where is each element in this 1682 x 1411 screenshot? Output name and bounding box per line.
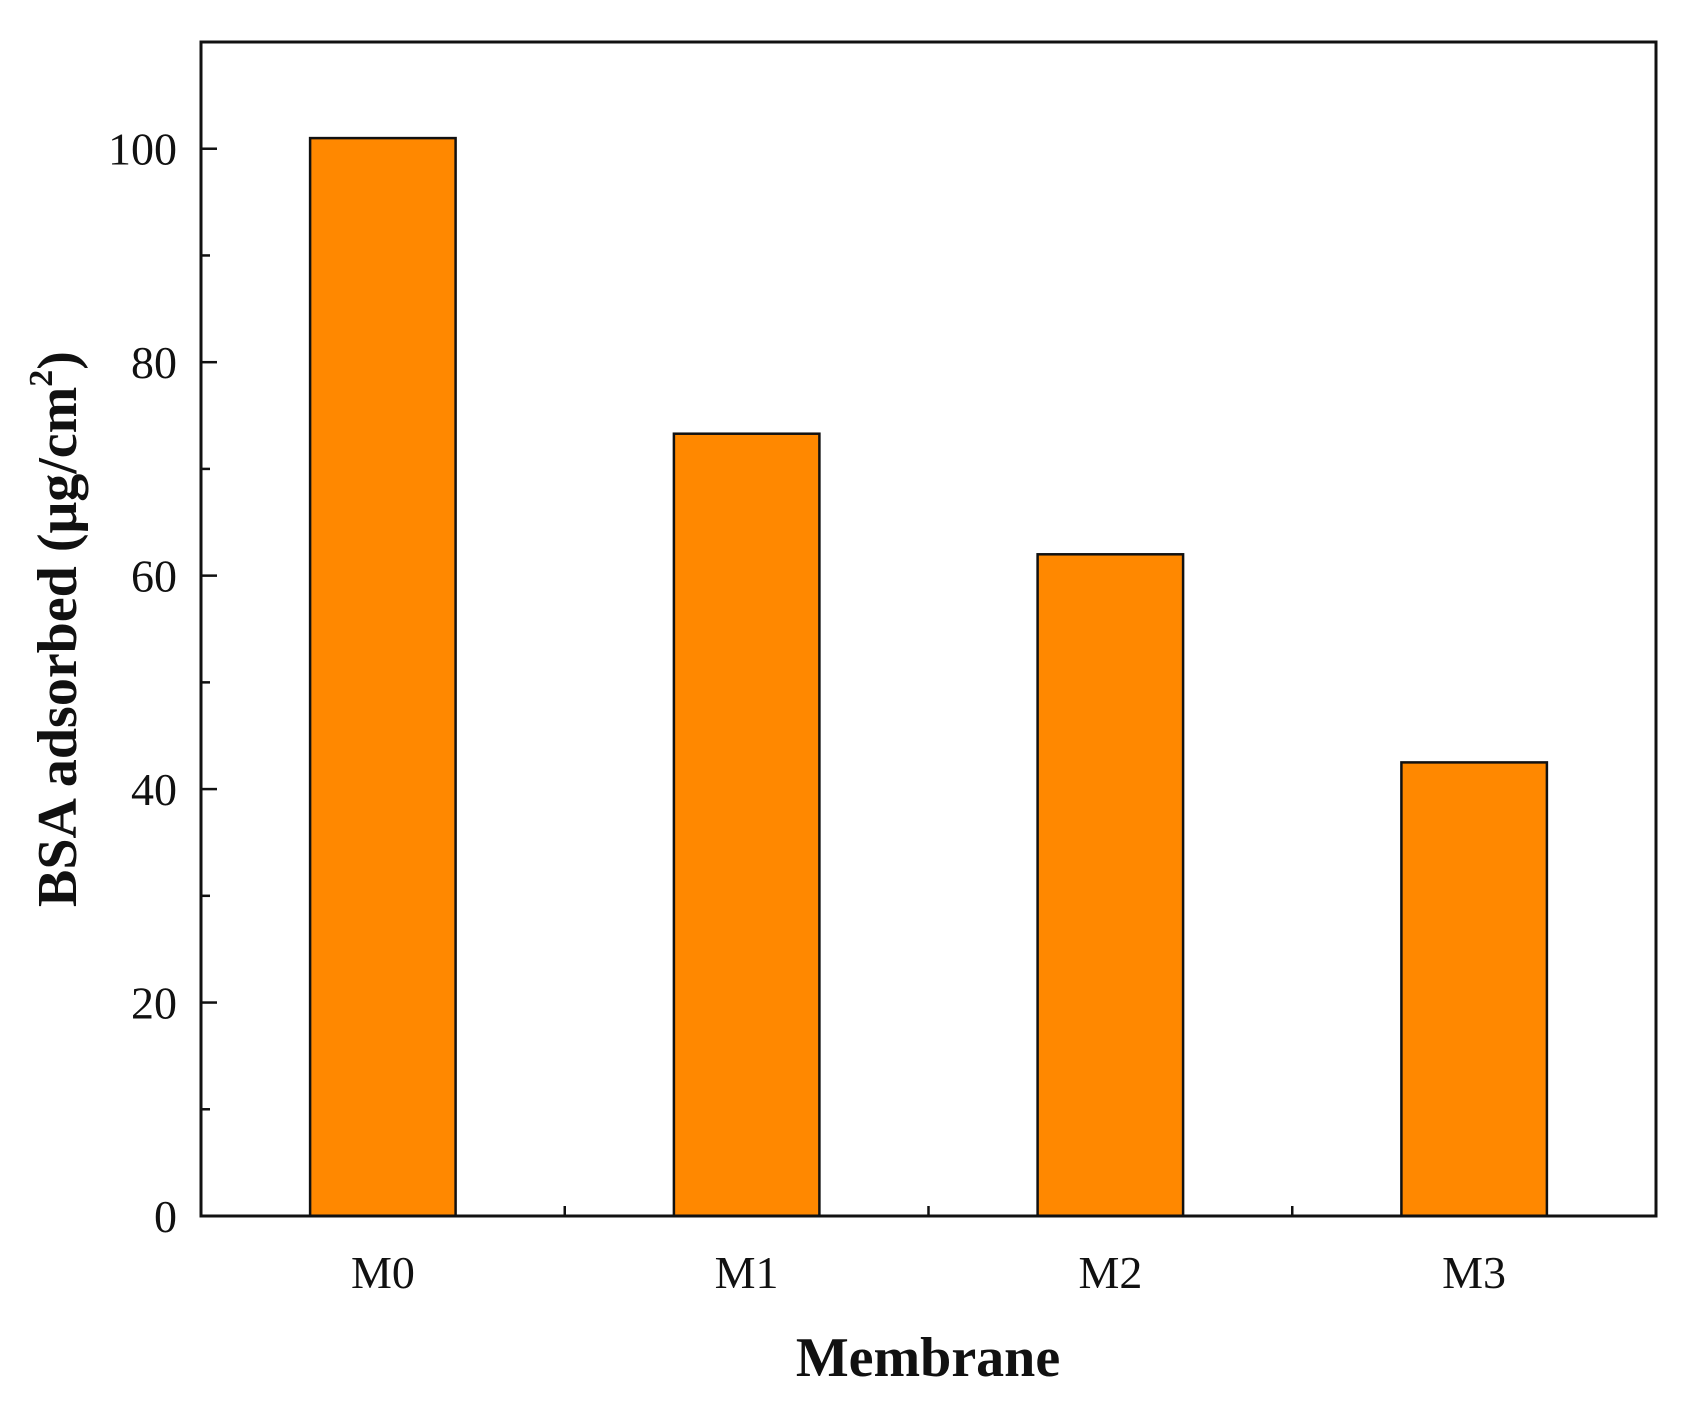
y-tick-label: 20 [131, 978, 177, 1029]
y-tick-label: 60 [131, 551, 177, 602]
x-axis-title: Membrane [796, 1327, 1060, 1389]
bars-group [308, 136, 1549, 1218]
x-tick-label-m2: M2 [1078, 1247, 1142, 1298]
y-axis-title: BSA adsorbed (μg/cm2) [23, 351, 89, 907]
bar-m2 [1036, 553, 1185, 1218]
y-tick-label: 80 [131, 337, 177, 388]
y-axis-title-superscript: 2 [23, 370, 60, 387]
bar-m1 [672, 432, 821, 1218]
bar-m3 [1400, 761, 1549, 1218]
labels-group: M0 M1 M2 M3 0 20 40 60 80 100 [108, 124, 1506, 1298]
y-tick-label: 0 [154, 1191, 177, 1242]
y-tick-label: 40 [131, 764, 177, 815]
y-axis-title-main: BSA adsorbed (μg/cm [27, 387, 89, 907]
y-tick-label: 100 [108, 124, 177, 175]
y-axis-title-close: ) [27, 351, 89, 370]
x-tick-label-m0: M0 [351, 1247, 415, 1298]
bar-m0 [308, 136, 457, 1218]
x-tick-label-m1: M1 [715, 1247, 779, 1298]
x-tick-label-m3: M3 [1442, 1247, 1506, 1298]
ticks-group [201, 147, 1294, 1218]
